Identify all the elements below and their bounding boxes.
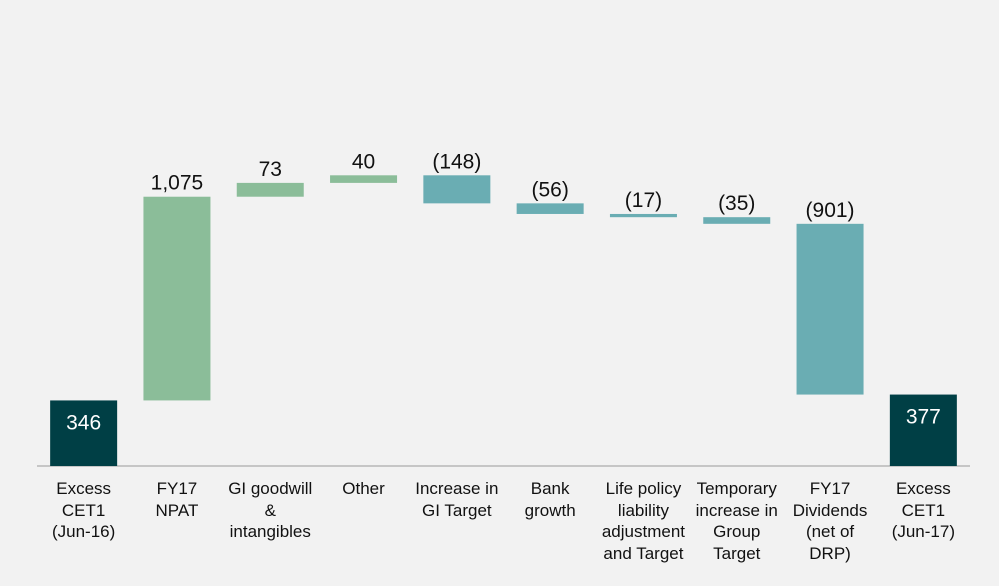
data-label-2: 1,075: [151, 172, 204, 195]
category-label-line: (Jun-16): [51, 522, 116, 541]
bar-4: [330, 175, 398, 183]
category-label-line: (Jun-17): [891, 522, 955, 541]
bar-1: [50, 400, 118, 466]
category-label-line: intangibles: [229, 522, 311, 541]
category-label-line: Temporary: [696, 479, 777, 498]
bar-5: [423, 175, 491, 204]
category-label-line: GI goodwill: [228, 479, 313, 498]
category-label-line: Target: [713, 543, 761, 563]
category-label-line: GI Target: [422, 500, 492, 520]
category-label-line: Group: [713, 522, 761, 541]
category-label-line: CET1: [61, 500, 106, 520]
data-label-8: (35): [718, 192, 755, 215]
category-label-line: and Target: [603, 543, 684, 563]
category-label-line: NPAT: [155, 500, 199, 520]
category-label-5: Increase in GI Target: [408, 478, 506, 521]
data-label-4: 40: [352, 150, 375, 173]
category-label-line: FY17: [156, 479, 198, 498]
category-label-4: Other: [315, 478, 413, 500]
category-label-line: Bank: [530, 479, 570, 498]
category-label-line: Increase in: [415, 479, 499, 498]
category-label-line: increase in: [695, 500, 778, 520]
bar-3: [236, 182, 304, 197]
category-label-line: Other: [342, 479, 385, 498]
category-label-line: adjustment: [601, 522, 686, 541]
category-label-7: Life policy liability adjustment and Target: [594, 478, 692, 564]
category-label-line: liability: [617, 500, 669, 520]
category-label-line: (net of: [805, 522, 855, 541]
data-label-5: (148): [432, 150, 481, 173]
bar-8: [703, 217, 771, 224]
bar-10: [889, 394, 957, 466]
category-label-line: growth: [524, 500, 576, 520]
category-label-2: FY17 NPAT: [128, 478, 226, 521]
data-label-1: 346: [66, 411, 101, 434]
category-label-3: GI goodwill & intangibles: [221, 478, 319, 543]
bar-7: [609, 213, 677, 218]
category-label-6: Bank growth: [501, 478, 599, 521]
category-label-10: Excess CET1 (Jun-17): [874, 478, 972, 543]
category-label-line: CET1: [901, 500, 946, 520]
bar-9: [796, 223, 864, 395]
category-label-9: FY17 Dividends (net of DRP): [781, 478, 879, 564]
data-label-6: (56): [531, 178, 568, 201]
category-label-line: DRP): [809, 543, 851, 563]
category-label-line: Life policy: [605, 479, 682, 498]
data-label-10: 377: [906, 406, 941, 429]
category-label-line: FY17: [809, 479, 851, 498]
data-label-9: (901): [806, 199, 855, 222]
category-label-line: Excess: [895, 479, 951, 498]
category-label-line: Dividends: [792, 500, 868, 520]
data-label-3: 73: [259, 158, 282, 181]
category-label-8: Temporary increase in Group Target: [688, 478, 786, 564]
category-label-1: Excess CET1 (Jun-16): [35, 478, 133, 543]
data-label-7: (17): [625, 189, 662, 212]
bar-2: [143, 196, 211, 401]
bar-6: [516, 203, 584, 214]
category-label-line: &: [264, 500, 276, 520]
category-label-line: Excess: [56, 479, 112, 498]
